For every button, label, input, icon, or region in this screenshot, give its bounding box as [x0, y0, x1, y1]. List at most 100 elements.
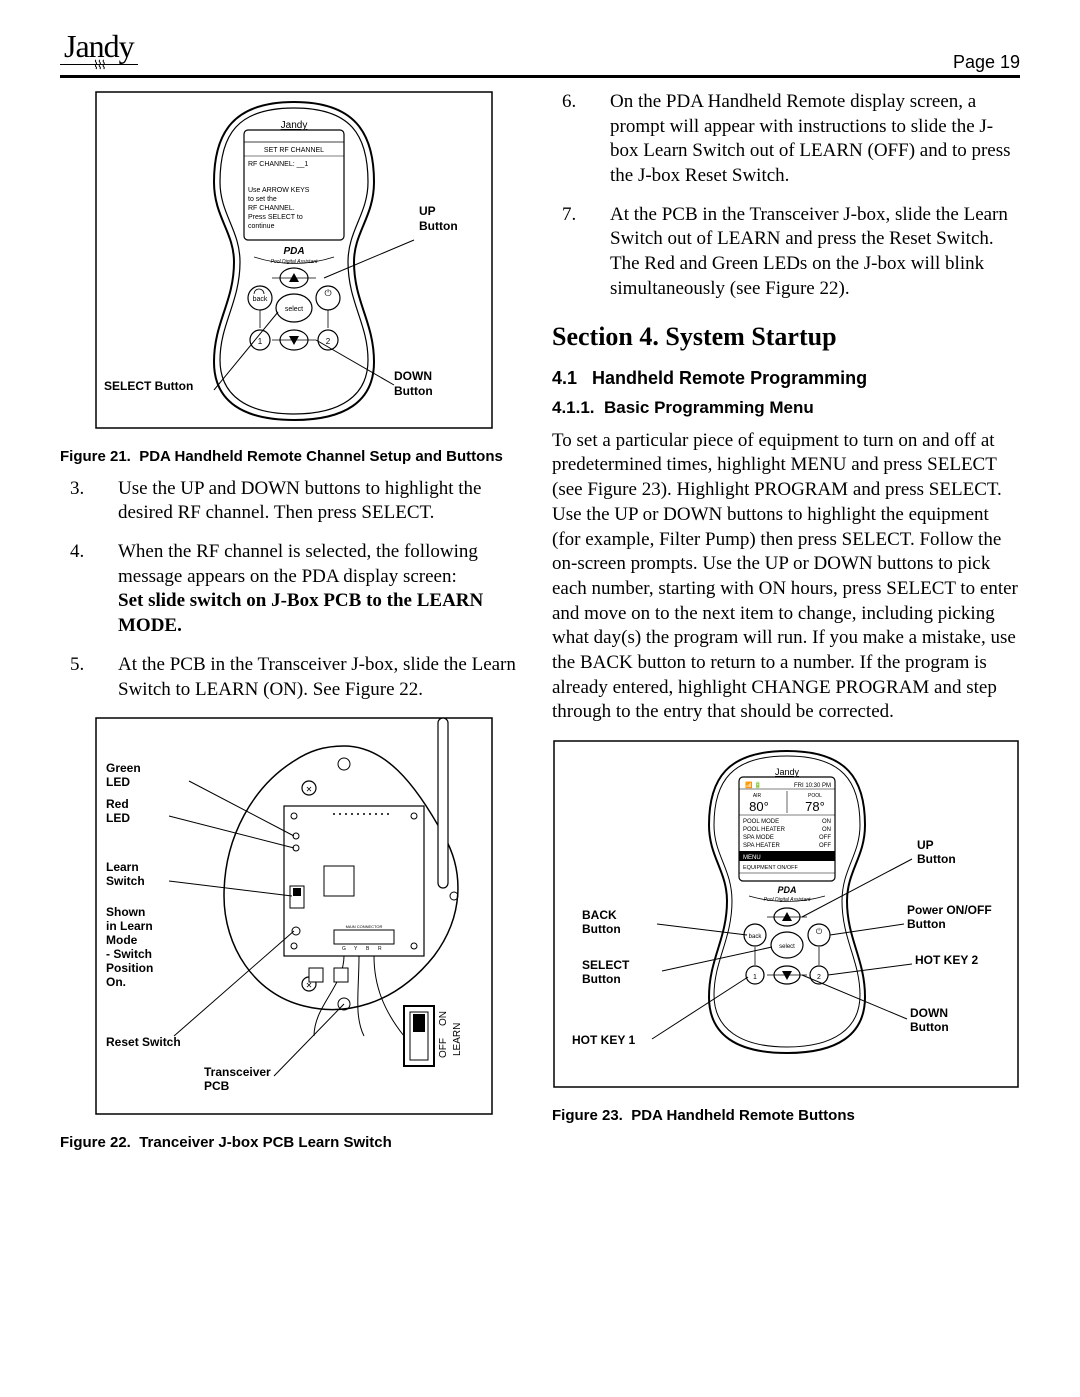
step-3: 3.Use the UP and DOWN buttons to highlig… — [118, 477, 528, 526]
svg-text:Use ARROW KEYS: Use ARROW KEYS — [248, 187, 310, 194]
svg-text:Press SELECT to: Press SELECT to — [248, 214, 303, 221]
svg-text:Transceiver: Transceiver — [204, 1065, 271, 1079]
section-4-paragraph: To set a particular piece of equipment t… — [552, 429, 1020, 725]
svg-text:Button: Button — [394, 384, 433, 398]
svg-text:R: R — [378, 946, 382, 952]
svg-text:Green: Green — [106, 761, 141, 775]
svg-text:RF CHANNEL: __1: RF CHANNEL: __1 — [248, 161, 308, 168]
svg-text:78°: 78° — [805, 799, 825, 814]
figure-21-svg: Jandy SET RF CHANNEL RF CHANNEL: __1 Use… — [94, 90, 494, 430]
svg-text:1: 1 — [258, 337, 263, 346]
svg-text:PCB: PCB — [204, 1079, 230, 1093]
figure-21: Jandy SET RF CHANNEL RF CHANNEL: __1 Use… — [60, 90, 528, 438]
page-number: Page 19 — [953, 52, 1020, 73]
svg-text:POOL HEATER: POOL HEATER — [743, 827, 786, 833]
svg-text:to set the: to set the — [248, 196, 277, 203]
svg-text:Button: Button — [910, 1020, 949, 1034]
svg-text:OFF: OFF — [438, 1038, 449, 1058]
svg-text:FRI 10:30 PM: FRI 10:30 PM — [794, 783, 831, 789]
svg-text:select: select — [285, 306, 303, 313]
svg-text:Switch: Switch — [106, 874, 145, 888]
svg-text:Button: Button — [419, 219, 458, 233]
svg-text:in Learn: in Learn — [106, 919, 153, 933]
svg-text:RF CHANNEL.: RF CHANNEL. — [248, 205, 295, 212]
step-7: 7.At the PCB in the Transceiver J-box, s… — [610, 203, 1020, 302]
svg-text:MAIN CONNECTOR: MAIN CONNECTOR — [346, 924, 383, 929]
svg-text:- Switch: - Switch — [106, 947, 152, 961]
svg-text:back: back — [253, 296, 268, 303]
svg-text:PDA: PDA — [283, 246, 304, 257]
svg-text:Jandy: Jandy — [775, 767, 800, 777]
page-header: Jandy ⌇⌇⌇ Page 19 — [60, 30, 1020, 78]
left-steps: 3.Use the UP and DOWN buttons to highlig… — [60, 477, 528, 703]
svg-text:DOWN: DOWN — [910, 1006, 948, 1020]
svg-text:UP: UP — [917, 838, 934, 852]
svg-text:EQUIPMENT ON/OFF: EQUIPMENT ON/OFF — [743, 865, 799, 871]
svg-text:UP: UP — [419, 204, 436, 218]
svg-text:Power ON/OFF: Power ON/OFF — [907, 903, 992, 917]
svg-text:On.: On. — [106, 975, 126, 989]
svg-text:BACK: BACK — [582, 908, 617, 922]
svg-text:80°: 80° — [749, 799, 769, 814]
figure-21-caption: Figure 21. PDA Handheld Remote Channel S… — [60, 446, 528, 467]
right-steps: 6.On the PDA Handheld Remote display scr… — [552, 90, 1020, 302]
figure-23: Jandy 📶 🔋 FRI 10:30 PM AIR POOL 80° 78° … — [552, 739, 1020, 1097]
svg-text:OFF: OFF — [819, 843, 831, 849]
two-column-layout: Jandy SET RF CHANNEL RF CHANNEL: __1 Use… — [60, 90, 1020, 1163]
svg-text:Learn: Learn — [106, 860, 139, 874]
svg-text:MENU: MENU — [743, 855, 761, 861]
svg-text:LED: LED — [106, 811, 130, 825]
subsection-4-1: 4.1 Handheld Remote Programming — [552, 367, 1020, 390]
svg-text:Position: Position — [106, 961, 153, 975]
svg-text:ON: ON — [438, 1011, 449, 1026]
svg-text:continue: continue — [248, 223, 275, 230]
svg-text:⏻: ⏻ — [324, 288, 331, 298]
figure-22-caption: Figure 22. Tranceiver J-box PCB Learn Sw… — [60, 1132, 528, 1153]
section-4-title: Section 4. System Startup — [552, 320, 1020, 354]
page: Jandy ⌇⌇⌇ Page 19 Jandy — [0, 0, 1080, 1203]
subsection-4-1-1: 4.1.1. Basic Programming Menu — [552, 397, 1020, 419]
svg-text:📶 🔋: 📶 🔋 — [745, 781, 762, 789]
figure-22-svg: ✕ ✕ — [94, 716, 494, 1116]
svg-text:Mode: Mode — [106, 933, 138, 947]
svg-text:select: select — [779, 944, 795, 950]
svg-text:PDA: PDA — [777, 885, 796, 895]
svg-text:back: back — [749, 934, 763, 940]
svg-text:Pool Digital Assistant: Pool Digital Assistant — [764, 897, 811, 903]
step-4: 4. When the RF channel is selected, the … — [118, 540, 528, 639]
svg-text:POOL MODE: POOL MODE — [743, 819, 779, 825]
step-5: 5.At the PCB in the Transceiver J-box, s… — [118, 653, 528, 702]
figure-23-caption: Figure 23. PDA Handheld Remote Buttons — [552, 1105, 1020, 1126]
svg-text:Button: Button — [582, 972, 621, 986]
svg-text:ON: ON — [822, 827, 831, 833]
figure-23-svg: Jandy 📶 🔋 FRI 10:30 PM AIR POOL 80° 78° … — [552, 739, 1020, 1089]
screen-brand: Jandy — [281, 120, 308, 131]
svg-text:2: 2 — [817, 974, 821, 981]
brand-logo: Jandy ⌇⌇⌇ — [60, 30, 138, 73]
svg-text:Shown: Shown — [106, 905, 145, 919]
svg-text:OFF: OFF — [819, 835, 831, 841]
svg-text:2: 2 — [326, 337, 331, 346]
svg-text:Red: Red — [106, 797, 129, 811]
svg-text:HOT KEY 1: HOT KEY 1 — [572, 1033, 635, 1047]
svg-text:SPA HEATER: SPA HEATER — [743, 843, 780, 849]
svg-text:Button: Button — [582, 922, 621, 936]
svg-text:✕: ✕ — [306, 785, 313, 794]
left-column: Jandy SET RF CHANNEL RF CHANNEL: __1 Use… — [60, 90, 528, 1163]
svg-text:⏻: ⏻ — [816, 927, 823, 936]
svg-text:SELECT: SELECT — [582, 958, 630, 972]
svg-text:LED: LED — [106, 775, 130, 789]
svg-text:Button: Button — [917, 852, 956, 866]
svg-text:G: G — [342, 946, 346, 952]
svg-text:1: 1 — [753, 974, 757, 981]
svg-text:Reset Switch: Reset Switch — [106, 1035, 181, 1049]
right-column: 6.On the PDA Handheld Remote display scr… — [552, 90, 1020, 1163]
svg-text:LEARN: LEARN — [452, 1023, 463, 1056]
svg-text:SPA MODE: SPA MODE — [743, 835, 774, 841]
svg-text:SELECT Button: SELECT Button — [104, 379, 193, 393]
svg-text:DOWN: DOWN — [394, 369, 432, 383]
svg-text:HOT KEY 2: HOT KEY 2 — [915, 953, 978, 967]
figure-22: ✕ ✕ — [60, 716, 528, 1124]
step-6: 6.On the PDA Handheld Remote display scr… — [610, 90, 1020, 189]
svg-text:SET RF CHANNEL: SET RF CHANNEL — [264, 147, 324, 154]
